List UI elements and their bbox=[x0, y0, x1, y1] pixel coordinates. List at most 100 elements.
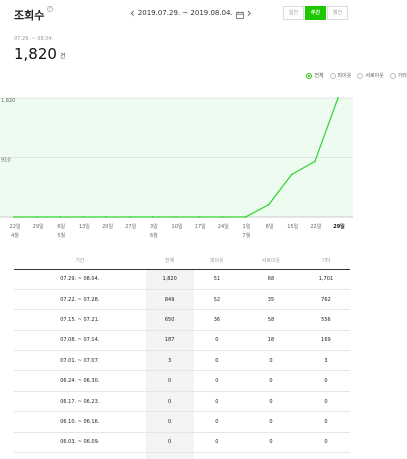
x-tick-label: 6일 bbox=[57, 223, 65, 230]
total-count: 1,820 bbox=[14, 45, 57, 63]
chevron-right-icon[interactable]: › bbox=[246, 6, 252, 20]
radio-icon bbox=[357, 72, 364, 79]
table-cell: 1,701 bbox=[301, 269, 350, 290]
series-point bbox=[59, 216, 62, 218]
segment-daily[interactable]: 일간 bbox=[283, 6, 304, 20]
table-cell: 0 bbox=[193, 411, 241, 433]
x-tick-label: 29일 bbox=[33, 223, 44, 230]
filter-neighbor[interactable]: 피이웃 bbox=[329, 72, 352, 79]
x-tick-label: 17일 bbox=[195, 223, 206, 230]
table-cell: 52 bbox=[193, 289, 241, 311]
table-cell: 0 bbox=[145, 370, 194, 392]
table-cell: 68 bbox=[240, 269, 302, 290]
table-cell: 06.17. ~ 06.23. bbox=[14, 391, 146, 413]
x-tick-month-label: 4월 bbox=[11, 232, 19, 239]
table-cell: 1,820 bbox=[145, 269, 194, 290]
column-header: 기타 bbox=[301, 253, 350, 270]
table-cell: 05.27. ~ 06.02. bbox=[14, 452, 146, 459]
table-row: 07.29. ~ 08.04. 1,820 51 68 1,701 bbox=[14, 269, 350, 290]
table-cell: 3 bbox=[301, 350, 350, 372]
series-point bbox=[337, 97, 339, 99]
table-row: 07.08. ~ 07.14. 187 0 18 169 bbox=[14, 330, 350, 352]
table-body: 07.29. ~ 08.04. 1,820 51 68 1,701 07.22. ~ 07… bbox=[14, 269, 350, 459]
series-point bbox=[105, 216, 108, 218]
table-cell: 07.08. ~ 07.14. bbox=[14, 330, 146, 352]
x-tick-month-label: 7월 bbox=[243, 232, 251, 239]
filter-label: 서로이웃 bbox=[365, 73, 384, 79]
segment-monthly[interactable]: 월간 bbox=[327, 6, 348, 20]
table-cell: 07.22. ~ 07.28. bbox=[14, 289, 146, 311]
views-line-chart: 1,820 910 22일 4월 29일 6일 5월 13일 20일 27일 3일 6월 10일 17일 2… bbox=[0, 90, 407, 250]
chart-svg: 1,820 910 22일 4월 29일 6일 5월 13일 20일 27일 3일 6월 10일 17일 2… bbox=[0, 97, 353, 239]
x-tick-label: 1일 bbox=[243, 223, 251, 230]
table-cell: 0 bbox=[240, 432, 302, 454]
y-tick-label: 910 bbox=[1, 158, 11, 164]
table-cell: 3 bbox=[145, 350, 194, 372]
date-range-nav: ‹ 2019.07.29. ~ 2019.08.04. › bbox=[130, 6, 252, 20]
table-cell: 0 bbox=[301, 411, 350, 433]
table-cell: 650 bbox=[145, 309, 194, 331]
x-tick-label: 24일 bbox=[218, 223, 229, 230]
x-tick-label: 29일 bbox=[333, 223, 345, 230]
help-icon[interactable]: ? bbox=[47, 6, 53, 12]
table-cell: 0 bbox=[240, 452, 302, 459]
filter-mutual-neighbor[interactable]: 서로이웃 bbox=[357, 72, 384, 79]
table-cell: 07.15. ~ 07.21. bbox=[14, 309, 146, 331]
table-cell: 36 bbox=[193, 309, 241, 331]
table-cell: 0 bbox=[240, 411, 302, 433]
table-cell: 0 bbox=[193, 330, 241, 352]
x-tick-label: 20일 bbox=[102, 223, 113, 230]
table-cell: 0 bbox=[193, 370, 241, 392]
column-header: 전체 bbox=[145, 253, 194, 270]
table-row: 06.10. ~ 06.16. 0 0 0 0 bbox=[14, 411, 350, 433]
filter-radio-group: 전체 피이웃 서로이웃 기타 bbox=[306, 72, 407, 79]
filter-label: 피이웃 bbox=[337, 73, 352, 79]
column-header: 피이웃 bbox=[193, 253, 241, 270]
series-point bbox=[82, 216, 85, 218]
table-cell: 0 bbox=[145, 452, 194, 459]
series-point bbox=[313, 160, 316, 163]
series-point bbox=[221, 216, 224, 218]
segment-weekly[interactable]: 주간 bbox=[305, 6, 326, 20]
table-cell: 762 bbox=[301, 289, 350, 311]
table-cell: 0 bbox=[301, 370, 350, 392]
table-row: 07.15. ~ 07.21. 650 36 58 556 bbox=[14, 309, 350, 331]
x-tick-label: 27일 bbox=[125, 223, 136, 230]
filter-all[interactable]: 전체 bbox=[306, 72, 324, 79]
summary-date-range: 07.29. ~ 08.04. bbox=[14, 36, 54, 42]
table-cell: 0 bbox=[301, 452, 350, 459]
x-tick-label: 3일 bbox=[150, 223, 158, 230]
series-point bbox=[198, 216, 201, 218]
table-cell: 0 bbox=[145, 411, 194, 433]
table-cell: 556 bbox=[301, 309, 350, 331]
chevron-left-icon[interactable]: ‹ bbox=[130, 6, 135, 20]
filter-label: 전체 bbox=[314, 73, 324, 79]
table-cell: 169 bbox=[301, 330, 350, 352]
table-row: 07.01. ~ 07.07. 3 0 0 3 bbox=[14, 350, 350, 372]
table-cell: 0 bbox=[301, 391, 350, 413]
table-cell: 06.24. ~ 06.30. bbox=[14, 370, 146, 392]
series-point bbox=[128, 216, 131, 218]
table-cell: 0 bbox=[301, 432, 350, 454]
page-title: 조회수 bbox=[14, 9, 45, 22]
table-cell: 18 bbox=[240, 330, 302, 352]
x-tick-label: 22일 bbox=[310, 223, 321, 230]
table-cell: 51 bbox=[193, 269, 241, 290]
series-point bbox=[267, 203, 270, 206]
table-cell: 0 bbox=[193, 391, 241, 413]
table-cell: 06.10. ~ 06.16. bbox=[14, 411, 146, 433]
series-point bbox=[36, 216, 39, 218]
x-tick-label: 13일 bbox=[79, 223, 90, 230]
table-cell: 07.01. ~ 07.07. bbox=[14, 350, 146, 372]
stats-table: 기간 전체 피이웃 서로이웃 기타 07.29. ~ 08.04. 1,820 51 68 1,… bbox=[14, 253, 350, 459]
table-header-row: 기간 전체 피이웃 서로이웃 기타 bbox=[14, 253, 350, 270]
calendar-icon[interactable] bbox=[235, 4, 244, 23]
table-row: 06.24. ~ 06.30. 0 0 0 0 bbox=[14, 370, 350, 392]
table-row: 07.22. ~ 07.28. 849 52 35 762 bbox=[14, 289, 350, 311]
filter-other[interactable]: 기타 bbox=[389, 72, 407, 79]
table-cell: 0 bbox=[145, 391, 194, 413]
column-header: 서로이웃 bbox=[240, 253, 302, 270]
radio-selected-icon bbox=[306, 72, 313, 79]
table-cell: 07.29. ~ 08.04. bbox=[14, 269, 146, 290]
